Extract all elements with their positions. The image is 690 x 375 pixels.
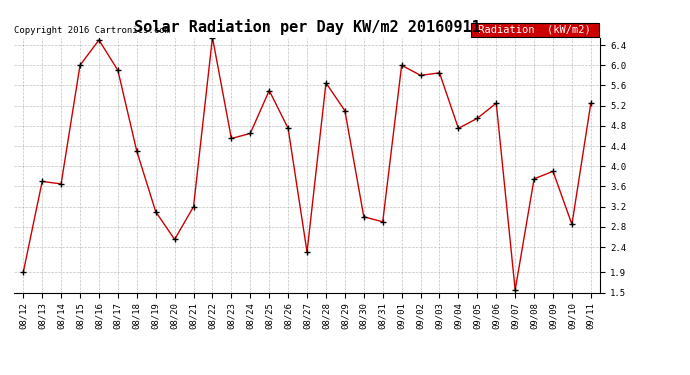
Title: Solar Radiation per Day KW/m2 20160911: Solar Radiation per Day KW/m2 20160911 bbox=[134, 19, 480, 35]
Text: Copyright 2016 Cartronics.com: Copyright 2016 Cartronics.com bbox=[14, 26, 170, 35]
Text: Radiation  (kW/m2): Radiation (kW/m2) bbox=[473, 25, 598, 35]
